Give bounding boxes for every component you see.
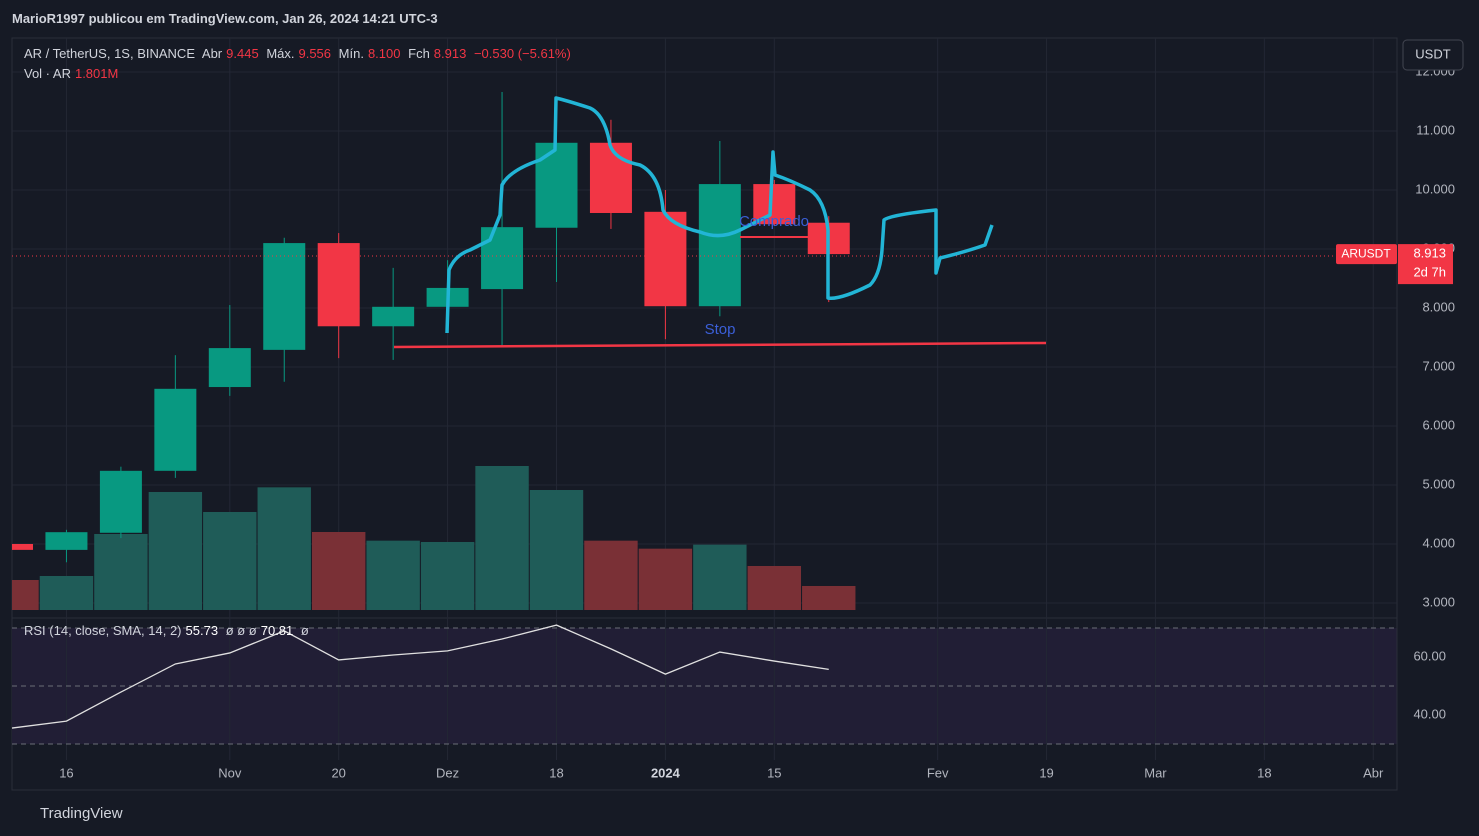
footer-brand: TradingView (40, 805, 123, 822)
x-tick-label: 16 (59, 765, 73, 780)
y-tick-label: 7.000 (1422, 358, 1455, 373)
currency[interactable]: USDT (1415, 46, 1450, 61)
y-tick-label: 60.00 (1413, 648, 1446, 663)
change: −0.530 (−5.61%) (473, 46, 571, 61)
x-tick-label: 2024 (651, 765, 681, 780)
volume-legend: Vol · AR 1.801M (24, 66, 122, 81)
ohlc-label: Fch (408, 46, 430, 61)
annotation: Comprado (739, 213, 809, 230)
y-tick-label: 8.000 (1422, 299, 1455, 314)
volume-bar (638, 548, 693, 610)
volume-bar (802, 585, 856, 610)
candle-body (99, 470, 142, 533)
rsi-line (11, 624, 829, 729)
y-tick-label: 10.000 (1415, 181, 1455, 196)
last-price: 8.913 (1413, 246, 1446, 261)
volume-bar (693, 544, 747, 610)
ohlc-value: 8.913 (433, 46, 467, 61)
x-tick-label: Mar (1144, 765, 1167, 780)
y-tick-label: 11.000 (1416, 122, 1455, 137)
volume-bar (529, 490, 584, 610)
x-tick-label: Abr (1363, 765, 1384, 780)
x-tick-label: 15 (767, 765, 781, 780)
countdown: 2d 7h (1413, 265, 1446, 280)
volume-bar (257, 487, 311, 610)
y-tick-label: 40.00 (1413, 706, 1446, 721)
freehand-drawing (445, 96, 994, 334)
volume-bar (12, 580, 39, 610)
volume-bar (420, 542, 475, 610)
rsi-sma: 70.81 (260, 623, 294, 638)
price-badge (1336, 244, 1397, 265)
author-line: MarioR1997 publicou em TradingView.com, … (12, 11, 438, 26)
candle-body (644, 211, 687, 307)
ohlc-label: Máx. (266, 46, 295, 61)
price-badge (1398, 244, 1453, 285)
rsi-extra: ø ø ø (225, 623, 257, 638)
rsi-value: 55.73 (185, 623, 219, 638)
x-tick-label: Fev (927, 765, 949, 780)
symbol: AR / TetherUS, 1S, BINANCE (24, 46, 195, 61)
x-tick-label: 20 (331, 765, 345, 780)
volume-bar (148, 492, 203, 610)
rsi-extra: ø (300, 623, 309, 638)
volume-bar (94, 534, 148, 610)
currency-button[interactable] (1402, 39, 1464, 71)
candle-body (698, 184, 741, 307)
candle-body (263, 243, 306, 350)
x-tick-label: Nov (218, 765, 242, 780)
volume-bar (584, 540, 638, 610)
support-line (393, 341, 1047, 349)
ohlc-value: 9.445 (226, 46, 259, 61)
x-tick-label: Dez (436, 765, 459, 780)
ohlc-value: 9.556 (298, 46, 332, 61)
volume-bar (203, 512, 257, 610)
candle-body (589, 142, 632, 213)
drawings: Comprado Stop (12, 96, 1397, 349)
rsi-label: RSI (14, close, SMA, 14, 2) (24, 623, 182, 638)
y-tick-label: 5.000 (1422, 476, 1455, 491)
annotation: Stop (705, 321, 736, 338)
y-tick-label: 3.000 (1422, 594, 1455, 609)
candle-body (753, 184, 796, 225)
volume-bar (475, 466, 529, 610)
y-tick-label: 6.000 (1422, 417, 1455, 432)
candle-body (208, 348, 251, 388)
candle-body (481, 227, 524, 290)
candle-body (154, 388, 197, 471)
ohlc-label: Mín. (338, 46, 364, 61)
candle-body (535, 142, 578, 228)
volume-bar (312, 532, 366, 610)
x-tick-label: 18 (549, 765, 563, 780)
ohlc-label: Abr (201, 46, 223, 61)
candle-body (45, 532, 88, 550)
volume-bar (39, 576, 94, 610)
ohlc-legend: AR / TetherUS, 1S, BINANCE Abr 9.445 Máx.… (24, 46, 575, 61)
volume-bar (366, 540, 420, 610)
candle-body (12, 543, 33, 550)
candle-body (317, 243, 360, 327)
x-tick-label: 19 (1039, 765, 1053, 780)
price-badge-symbol: ARUSDT (1341, 246, 1391, 260)
ohlc-value: 8.100 (367, 46, 401, 61)
rsi-legend: RSI (14, close, SMA, 14, 2) 55.73 ø ø ø 70… (24, 623, 313, 638)
volume-value: 1.801M (74, 66, 119, 81)
volume-bar (747, 566, 801, 610)
y-tick-label: 4.000 (1422, 535, 1455, 550)
candle-body (372, 306, 415, 327)
x-tick-label: 18 (1257, 765, 1271, 780)
volume-label: Vol · AR (24, 66, 71, 81)
